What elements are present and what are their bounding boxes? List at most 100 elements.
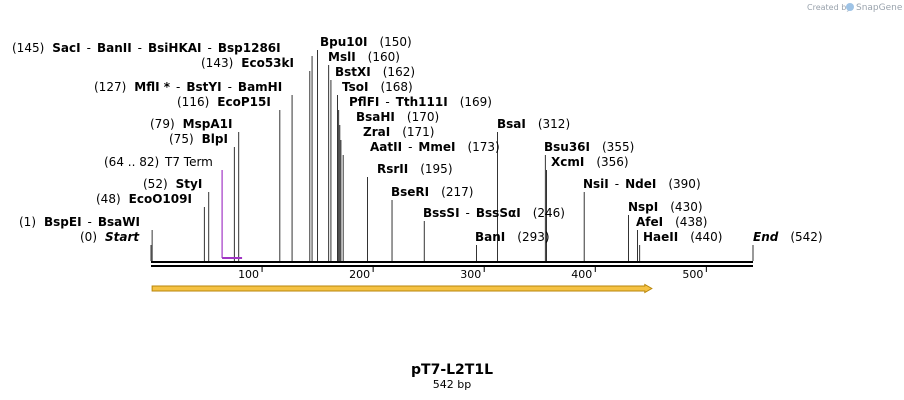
enzyme-name-end[interactable]: End xyxy=(753,230,779,244)
enzyme-name-mspa1i[interactable]: MspA1I xyxy=(183,117,233,131)
site-label-ecoo109i[interactable]: (48) EcoO109I xyxy=(96,192,192,206)
enzyme-name-saci[interactable]: SacI xyxy=(52,41,80,55)
enzyme-name-rsrii[interactable]: RsrII xyxy=(377,162,408,176)
enzyme-name-nsii[interactable]: NsiI xyxy=(583,177,609,191)
t7-term-feature[interactable] xyxy=(221,170,243,259)
site-label-bsssi[interactable]: BssSI - BssSαI (246) xyxy=(423,206,565,220)
enzyme-name-bsp1286i[interactable]: Bsp1286I xyxy=(218,41,281,55)
feature-name[interactable]: T7 Term xyxy=(164,155,213,169)
site-label-nspi[interactable]: NspI (430) xyxy=(628,200,703,214)
enzyme-name-tth111i[interactable]: Tth111I xyxy=(396,95,448,109)
enzyme-name-ndei[interactable]: NdeI xyxy=(625,177,656,191)
site-label-rsrii[interactable]: RsrII (195) xyxy=(377,162,453,176)
enzyme-name-bsihkai[interactable]: BsiHKAI xyxy=(148,41,202,55)
site-label-bsahi[interactable]: BsaHI (170) xyxy=(356,110,439,124)
enzyme-name-bsssi[interactable]: BssSI xyxy=(423,206,460,220)
enzyme-name-pflfi[interactable]: PflFI xyxy=(349,95,379,109)
feature-range: (64 .. 82) xyxy=(104,155,159,169)
site-position: (173) xyxy=(467,140,499,154)
enzyme-name-banii[interactable]: BanII xyxy=(97,41,132,55)
site-label-msli[interactable]: MslI (160) xyxy=(328,50,400,64)
enzyme-name-haeii[interactable]: HaeII xyxy=(643,230,678,244)
enzyme-name-bsawi[interactable]: BsaWI xyxy=(98,215,140,229)
site-label-bsu36i[interactable]: Bsu36I (355) xyxy=(544,140,634,154)
enzyme-name-bani[interactable]: BanI xyxy=(475,230,505,244)
site-position: (162) xyxy=(383,65,415,79)
site-label-blpi[interactable]: (75) BlpI xyxy=(169,132,228,146)
enzyme-name-bseri[interactable]: BseRI xyxy=(391,185,429,199)
site-position: (127) xyxy=(94,80,126,94)
name-separator: - xyxy=(176,80,180,94)
enzyme-name-bpu10i[interactable]: Bpu10I xyxy=(320,35,367,49)
site-label-pflfi[interactable]: PflFI - Tth111I (169) xyxy=(349,95,492,109)
site-position: (145) xyxy=(12,41,44,55)
site-position: (293) xyxy=(517,230,549,244)
ruler-label-400: 400 xyxy=(571,268,592,281)
site-labels: (145) SacI - BanII - BsiHKAI - Bsp1286I Bpu10I (1… xyxy=(12,35,823,244)
name-separator: - xyxy=(88,215,92,229)
site-label-mfli[interactable]: (127) MflI * - BstYI - BamHI xyxy=(94,80,282,94)
site-label-eco53ki[interactable]: (143) Eco53kI xyxy=(201,56,294,70)
watermark-prefix: Created by xyxy=(807,3,851,12)
watermark-brand: SnapGene xyxy=(856,3,903,13)
site-position: (169) xyxy=(460,95,492,109)
site-label-xcmi[interactable]: XcmI (356) xyxy=(551,155,629,169)
ruler-label-200: 200 xyxy=(349,268,370,281)
enzyme-name-bstyi[interactable]: BstYI xyxy=(186,80,221,94)
site-position: (171) xyxy=(402,125,434,139)
enzyme-name-start[interactable]: Start xyxy=(105,230,140,244)
enzyme-name-bsahi[interactable]: BsaHI xyxy=(356,110,395,124)
site-label-mspa1i[interactable]: (79) MspA1I xyxy=(150,117,232,131)
enzyme-name-blpi[interactable]: BlpI xyxy=(202,132,228,146)
site-label-bstxi[interactable]: BstXI (162) xyxy=(335,65,415,79)
enzyme-name-bamhi[interactable]: BamHI xyxy=(238,80,282,94)
enzyme-name-aatii[interactable]: AatII xyxy=(370,140,402,154)
site-label-ecop15i[interactable]: (116) EcoP15I xyxy=(177,95,271,109)
site-label-zrai[interactable]: ZraI (171) xyxy=(363,125,434,139)
site-position: (356) xyxy=(596,155,628,169)
enzyme-name-bsss-i[interactable]: BssSαI xyxy=(476,206,521,220)
site-label-bsai[interactable]: BsaI (312) xyxy=(497,117,570,131)
enzyme-name-xcmi[interactable]: XcmI xyxy=(551,155,584,169)
enzyme-name-bsai[interactable]: BsaI xyxy=(497,117,526,131)
name-separator: - xyxy=(87,41,91,55)
site-label-aatii[interactable]: AatII - MmeI (173) xyxy=(370,140,500,154)
enzyme-name-ecop15i[interactable]: EcoP15I xyxy=(217,95,271,109)
enzyme-name-styi[interactable]: StyI xyxy=(176,177,203,191)
site-label-bseri[interactable]: BseRI (217) xyxy=(391,185,473,199)
site-label-bpu10i[interactable]: Bpu10I (150) xyxy=(320,35,412,49)
enzyme-name-afei[interactable]: AfeI xyxy=(636,215,663,229)
name-separator: - xyxy=(385,95,389,109)
site-label-afei[interactable]: AfeI (438) xyxy=(636,215,707,229)
site-position: (1) xyxy=(19,215,36,229)
site-label-end[interactable]: End (542) xyxy=(753,230,823,244)
enzyme-name-bspei[interactable]: BspEI xyxy=(44,215,82,229)
enzyme-name-zrai[interactable]: ZraI xyxy=(363,125,390,139)
enzyme-name-mfli[interactable]: MflI * xyxy=(134,80,170,94)
site-position: (150) xyxy=(379,35,411,49)
site-label-saci[interactable]: (145) SacI - BanII - BsiHKAI - Bsp1286I xyxy=(12,41,281,55)
enzyme-name-tsoi[interactable]: TsoI xyxy=(342,80,368,94)
ruler-label-500: 500 xyxy=(682,268,703,281)
enzyme-name-ecoo109i[interactable]: EcoO109I xyxy=(129,192,192,206)
site-label-bani[interactable]: BanI (293) xyxy=(475,230,550,244)
enzyme-name-bsu36i[interactable]: Bsu36I xyxy=(544,140,590,154)
site-label-styi[interactable]: (52) StyI xyxy=(143,177,202,191)
plasmid-length: 542 bp xyxy=(433,378,471,391)
site-position: (170) xyxy=(407,110,439,124)
site-label-haeii[interactable]: HaeII (440) xyxy=(643,230,723,244)
site-label-bspei[interactable]: (1) BspEI - BsaWI xyxy=(19,215,140,229)
site-position: (438) xyxy=(675,215,707,229)
site-label-tsoi[interactable]: TsoI (168) xyxy=(342,80,413,94)
site-label-nsii[interactable]: NsiI - NdeI (390) xyxy=(583,177,701,191)
site-position: (52) xyxy=(143,177,168,191)
enzyme-name-nspi[interactable]: NspI xyxy=(628,200,658,214)
enzyme-name-mmei[interactable]: MmeI xyxy=(418,140,455,154)
enzyme-name-msli[interactable]: MslI xyxy=(328,50,356,64)
enzyme-name-eco53ki[interactable]: Eco53kI xyxy=(241,56,294,70)
site-label-start[interactable]: (0) Start xyxy=(80,230,140,244)
enzyme-name-bstxi[interactable]: BstXI xyxy=(335,65,371,79)
site-position: (542) xyxy=(790,230,822,244)
orf-arrow[interactable] xyxy=(151,283,653,294)
site-position: (217) xyxy=(441,185,473,199)
